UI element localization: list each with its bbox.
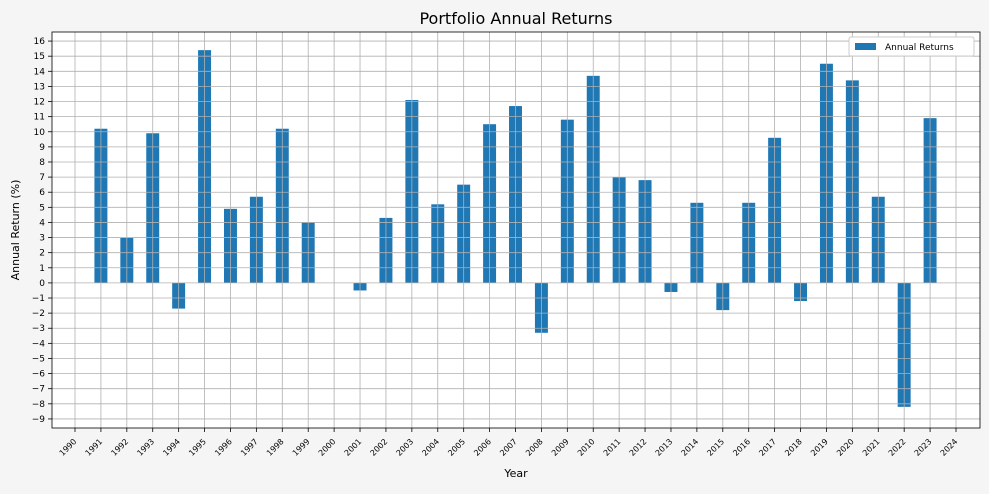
- y-tick-label: 6: [39, 188, 45, 198]
- x-tick-label: 2022: [887, 437, 908, 458]
- x-tick-label: 2015: [705, 437, 726, 458]
- y-tick-label: 14: [34, 67, 46, 77]
- x-tick-label: 1998: [265, 437, 286, 458]
- x-tick-label: 2021: [861, 437, 882, 458]
- x-axis-label: Year: [503, 467, 528, 480]
- x-tick-label: 2016: [731, 437, 752, 458]
- x-tick-label: 2004: [420, 437, 441, 458]
- grid-lines: [52, 32, 980, 428]
- y-tick-label: 16: [34, 37, 46, 47]
- x-tick-label: 1996: [213, 437, 234, 458]
- x-tick-label: 2023: [913, 437, 934, 458]
- y-tick-label: 2: [39, 249, 45, 259]
- y-tick-label: 7: [39, 173, 45, 183]
- y-tick-label: −4: [32, 339, 46, 349]
- x-tick-label: 2013: [654, 437, 675, 458]
- y-axis-label: Annual Return (%): [9, 180, 22, 281]
- y-tick-label: −8: [32, 400, 46, 410]
- y-tick-label: 15: [34, 52, 45, 62]
- y-tick-label: 12: [34, 98, 45, 108]
- x-tick-label: 2003: [395, 437, 416, 458]
- x-tick-label: 2007: [498, 437, 519, 458]
- y-tick-label: −5: [32, 354, 45, 364]
- x-tick-label: 2012: [628, 437, 649, 458]
- x-tick-label: 1993: [135, 437, 156, 458]
- x-tick-label: 2018: [783, 437, 804, 458]
- x-tick-label: 1994: [161, 437, 182, 458]
- y-tick-label: −3: [32, 324, 45, 334]
- y-tick-label: 8: [39, 158, 45, 168]
- x-tick-label: 2001: [343, 437, 364, 458]
- y-tick-label: 0: [39, 279, 45, 289]
- chart-title: Portfolio Annual Returns: [419, 9, 612, 28]
- y-tick-label: 11: [34, 113, 45, 123]
- x-tick-label: 1995: [187, 437, 208, 458]
- x-tick-label: 2010: [576, 437, 597, 458]
- x-tick-label: 1990: [58, 437, 79, 458]
- legend-label: Annual Returns: [885, 43, 954, 53]
- x-tick-label: 2020: [835, 437, 856, 458]
- y-tick-label: 1: [39, 264, 45, 274]
- x-tick-label: 2005: [446, 437, 467, 458]
- legend-swatch: [855, 43, 876, 50]
- y-tick-label: 3: [39, 234, 45, 244]
- y-tick-label: 9: [39, 143, 45, 153]
- x-tick-label: 1992: [109, 437, 130, 458]
- x-tick-label: 1997: [239, 437, 260, 458]
- y-axis-ticks: −9−8−7−6−5−4−3−2−10123456789101112131415…: [32, 37, 52, 425]
- x-tick-label: 1991: [84, 437, 105, 458]
- x-tick-label: 2009: [550, 437, 571, 458]
- x-axis-ticks: 1990 1991 1992 1993 1994 1995 1996 1997 1998 1999…: [58, 428, 960, 458]
- x-tick-label: 2019: [809, 437, 830, 458]
- x-tick-label: 2014: [680, 437, 701, 458]
- legend: Annual Returns: [848, 36, 975, 57]
- x-tick-label: 2011: [602, 437, 623, 458]
- x-tick-label: 2024: [939, 437, 960, 458]
- plot-frame: [51, 31, 981, 429]
- y-tick-label: 4: [39, 218, 45, 228]
- y-tick-label: −9: [32, 415, 46, 425]
- legend-box: [848, 36, 975, 57]
- y-tick-label: −6: [32, 370, 46, 380]
- y-tick-label: 13: [34, 82, 45, 92]
- x-tick-label: 2002: [369, 437, 390, 458]
- x-tick-label: 1999: [291, 437, 312, 458]
- x-tick-label: 2006: [472, 437, 493, 458]
- y-tick-label: 5: [39, 203, 45, 213]
- y-tick-label: 10: [34, 128, 46, 138]
- x-tick-label: 2008: [524, 437, 545, 458]
- x-tick-label: 2000: [317, 437, 338, 458]
- y-tick-label: −7: [32, 385, 45, 395]
- y-tick-label: −1: [32, 294, 45, 304]
- y-tick-label: −2: [32, 309, 45, 319]
- x-tick-label: 2017: [757, 437, 778, 458]
